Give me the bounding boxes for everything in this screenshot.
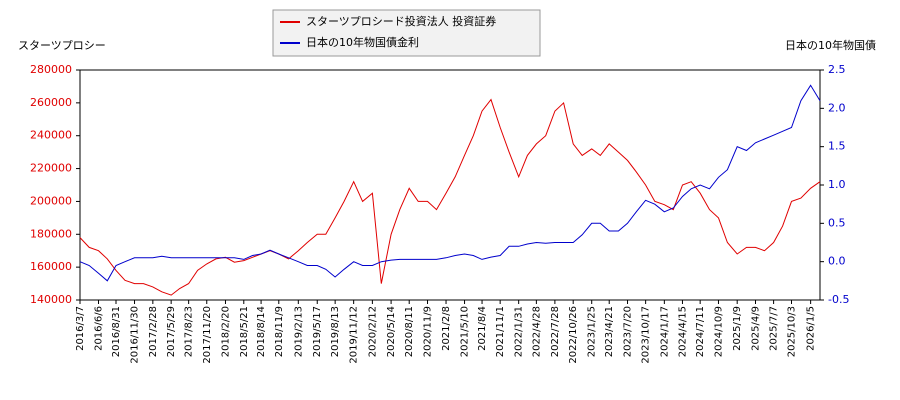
- x-tick-label: 2017/11/20: [202, 306, 213, 364]
- y2-axis-title: 日本の10年物国債: [785, 38, 876, 52]
- y-tick-label: 280000: [30, 63, 72, 76]
- y2-tick-label: -0.5: [828, 293, 849, 306]
- x-tick-label: 2020/2/12: [367, 306, 378, 357]
- plot-frame: [79, 69, 821, 301]
- x-tick-label: 2024/10/9: [713, 306, 724, 357]
- x-tick-label: 2023/10/17: [641, 306, 652, 364]
- x-tick-label: 2023/7/20: [623, 306, 634, 357]
- x-tick-label: 2021/11/1: [495, 306, 506, 357]
- x-tick-label: 2020/11/9: [423, 306, 434, 357]
- x-tick-label: 2016/3/7: [75, 306, 86, 351]
- y-tick-label: 220000: [30, 162, 72, 175]
- y-tick-label: 160000: [30, 260, 72, 273]
- legend-label: スターツプロシード投資法人 投資証券: [306, 14, 496, 28]
- y2-tick-label: 1.0: [828, 178, 846, 191]
- x-tick-label: 2024/1/17: [659, 306, 670, 357]
- y2-tick-label: 2.5: [828, 63, 846, 76]
- x-tick-label: 2019/5/17: [312, 306, 323, 357]
- x-tick-label: 2021/2/8: [441, 306, 452, 351]
- x-tick-label: 2017/8/23: [184, 306, 195, 357]
- x-tick-label: 2018/11/9: [274, 306, 285, 357]
- x-tick-label: 2022/7/28: [550, 306, 561, 357]
- y-axis-title: スターツプロシー: [18, 39, 106, 52]
- x-tick-label: 2016/11/30: [130, 306, 141, 364]
- x-tick-label: 2023/1/25: [587, 306, 598, 357]
- y-tick-label: 180000: [30, 227, 72, 240]
- x-tick-label: 2016/6/6: [94, 306, 105, 351]
- series-line: [79, 84, 821, 282]
- x-tick-label: 2025/7/7: [769, 306, 780, 351]
- y2-tick-label: 0.0: [828, 255, 846, 268]
- legend-box: [272, 9, 541, 57]
- x-tick-label: 2021/5/10: [460, 306, 471, 357]
- x-tick-label: 2024/4/15: [677, 306, 688, 357]
- x-tick-label: 2021/8/4: [477, 306, 488, 351]
- x-tick-label: 2017/2/28: [148, 306, 159, 357]
- y-tick-label: 140000: [30, 293, 72, 306]
- x-tick-label: 2026/1/5: [806, 306, 817, 351]
- x-tick-label: 2018/2/20: [220, 306, 231, 357]
- x-tick-label: 2020/8/11: [404, 306, 415, 357]
- y-tick-label: 200000: [30, 194, 72, 207]
- x-tick-label: 2022/4/28: [531, 306, 542, 357]
- x-tick-label: 2025/10/3: [787, 306, 798, 357]
- x-tick-label: 2025/1/9: [732, 306, 743, 351]
- y-tick-label: 260000: [30, 96, 72, 109]
- x-tick-label: 2019/8/13: [330, 306, 341, 357]
- x-tick-label: 2019/2/13: [293, 306, 304, 357]
- y-tick-label: 240000: [30, 129, 72, 142]
- x-tick-label: 2023/4/21: [604, 306, 615, 357]
- x-tick-label: 2020/5/14: [386, 306, 397, 357]
- y2-tick-label: 2.0: [828, 101, 846, 114]
- x-tick-label: 2017/5/29: [166, 306, 177, 357]
- x-tick-label: 2025/4/9: [751, 306, 762, 351]
- series-line: [79, 98, 821, 296]
- legend-label: 日本の10年物国債金利: [306, 35, 419, 49]
- x-tick-label: 2024/7/11: [695, 306, 706, 357]
- x-tick-label: 2019/11/12: [349, 306, 360, 364]
- x-tick-label: 2018/5/21: [239, 306, 250, 357]
- x-tick-label: 2022/10/26: [568, 306, 579, 364]
- y2-tick-label: 1.5: [828, 140, 846, 153]
- x-tick-label: 2018/8/14: [256, 306, 267, 357]
- y2-tick-label: 0.5: [828, 216, 846, 229]
- x-tick-label: 2016/8/31: [111, 306, 122, 357]
- x-tick-label: 2022/1/31: [514, 306, 525, 357]
